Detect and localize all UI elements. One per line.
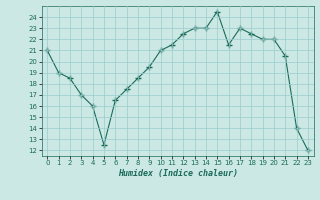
X-axis label: Humidex (Indice chaleur): Humidex (Indice chaleur) bbox=[118, 169, 237, 178]
